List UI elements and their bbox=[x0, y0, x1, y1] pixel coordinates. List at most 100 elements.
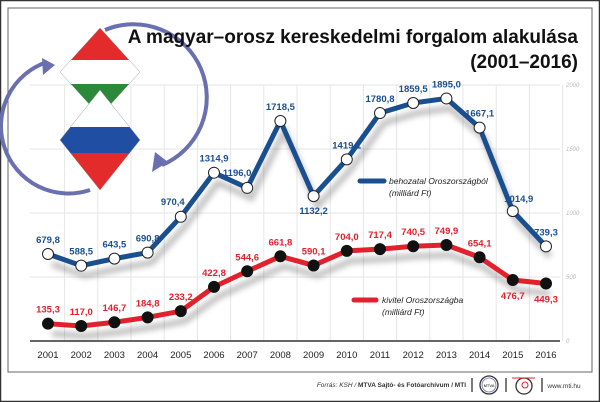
data-label: 588,5 bbox=[69, 247, 93, 258]
mti-logo bbox=[512, 377, 535, 395]
data-point bbox=[540, 277, 552, 290]
data-label: 590,1 bbox=[302, 246, 326, 257]
data-point bbox=[440, 92, 453, 105]
data-label: 679,8 bbox=[36, 235, 60, 246]
x-tick-label: 2013 bbox=[436, 350, 457, 361]
x-tick-label: 2006 bbox=[203, 350, 224, 361]
data-label: 643,5 bbox=[103, 240, 127, 251]
data-point bbox=[473, 121, 486, 134]
data-point bbox=[174, 210, 187, 223]
legend-import-unit: (milliárd Ft) bbox=[389, 188, 432, 198]
y-tick-label: 0 bbox=[566, 339, 570, 345]
source-text: Forrás: KSH / MTVA Sajtó- és Fotóarchívu… bbox=[317, 382, 466, 389]
data-label: 739,3 bbox=[534, 227, 558, 238]
data-label: 749,9 bbox=[435, 226, 459, 237]
grid: 2001 2002 2003 2004 2005 2006 2007 2008 2009 2010… bbox=[30, 83, 580, 361]
x-tick-label: 2005 bbox=[170, 350, 191, 361]
x-tick-label: 2015 bbox=[502, 350, 523, 361]
x-tick-label: 2007 bbox=[237, 350, 258, 361]
data-point bbox=[208, 166, 220, 179]
data-point bbox=[174, 305, 187, 318]
x-tick-label: 2002 bbox=[71, 350, 92, 361]
data-label: 1014,9 bbox=[504, 194, 533, 205]
data-point bbox=[141, 311, 154, 324]
data-point bbox=[108, 316, 121, 329]
data-point bbox=[274, 115, 287, 128]
data-label: 1196,0 bbox=[223, 168, 252, 179]
legend-export-label: kivitel Oroszországba bbox=[382, 295, 464, 305]
x-tick-label: 2008 bbox=[270, 350, 291, 361]
data-point bbox=[241, 181, 254, 194]
legend-export-unit: (milliárd Ft) bbox=[382, 307, 425, 317]
mtva-logo-text: MTVA bbox=[484, 383, 495, 388]
legend-import: behozatal Oroszországból (milliárd Ft) bbox=[357, 176, 489, 198]
source-prefix: Forrás: KSH / bbox=[317, 382, 358, 389]
data-point bbox=[108, 252, 121, 265]
x-tick-label: 2009 bbox=[303, 350, 324, 361]
mtva-logo: MTVA bbox=[479, 375, 499, 395]
data-label: 233,2 bbox=[169, 292, 193, 303]
data-point bbox=[75, 320, 88, 333]
data-point bbox=[473, 251, 486, 264]
data-label: 654,1 bbox=[468, 238, 492, 249]
legend-export: kivitel Oroszországba (milliárd Ft) bbox=[351, 295, 464, 317]
data-label: 184,8 bbox=[136, 298, 160, 309]
data-label: 970,4 bbox=[161, 197, 185, 208]
data-label: 690,8 bbox=[136, 234, 160, 245]
x-tick-label: 2011 bbox=[370, 350, 390, 361]
series-layer: 679,8 588,5 643,5 690,8 970,4 1314,9 1196,0 171… bbox=[36, 79, 558, 340]
x-tick-label: 2003 bbox=[104, 350, 125, 361]
data-point bbox=[340, 153, 353, 166]
data-label: 1314,9 bbox=[199, 154, 228, 165]
series-line-import bbox=[47, 95, 548, 269]
data-point bbox=[42, 317, 54, 330]
data-point bbox=[307, 190, 320, 203]
website: www.mti.hu bbox=[546, 383, 581, 390]
data-point bbox=[540, 240, 552, 253]
data-point bbox=[75, 259, 88, 272]
data-point bbox=[374, 243, 386, 256]
data-label: 717,4 bbox=[368, 230, 392, 241]
data-label: 1667,1 bbox=[465, 109, 495, 120]
data-point bbox=[42, 247, 54, 260]
data-point bbox=[241, 265, 254, 278]
data-label: 544,6 bbox=[235, 252, 259, 263]
data-point bbox=[407, 96, 420, 109]
x-tick-label: 2001 bbox=[37, 350, 58, 361]
data-point bbox=[440, 239, 453, 252]
source-bold: MTVA Sajtó- és Fotóarchívum / MTI bbox=[358, 382, 466, 389]
data-label: 146,7 bbox=[103, 303, 127, 314]
data-label: 740,5 bbox=[401, 227, 425, 238]
data-label: 422,8 bbox=[202, 268, 226, 279]
x-tick-label: 2016 bbox=[535, 350, 556, 361]
data-label: 1718,5 bbox=[266, 102, 296, 113]
data-point bbox=[141, 246, 154, 259]
data-point bbox=[208, 280, 220, 293]
data-point bbox=[274, 250, 287, 263]
data-point bbox=[407, 240, 420, 253]
x-tick-label: 2014 bbox=[469, 350, 490, 361]
chart-subtitle: (2001–2016) bbox=[470, 52, 578, 73]
data-point bbox=[340, 244, 353, 257]
legend-import-label: behozatal Oroszországból bbox=[389, 176, 489, 186]
series-line-export bbox=[47, 242, 547, 329]
y-tick-label: 2000 bbox=[565, 83, 580, 89]
data-point bbox=[374, 107, 386, 120]
x-tick-label: 2004 bbox=[137, 350, 158, 361]
y-tick-label: 1500 bbox=[566, 147, 580, 153]
data-label: 476,7 bbox=[501, 291, 525, 302]
data-label: 704,0 bbox=[335, 232, 359, 243]
data-label: 1132,2 bbox=[299, 206, 328, 217]
data-point bbox=[307, 259, 320, 272]
data-label: 135,3 bbox=[36, 305, 60, 316]
chart-title: A magyar–orosz kereskedelmi forgalom ala… bbox=[128, 27, 579, 48]
data-label: 449,3 bbox=[534, 294, 558, 305]
data-label: 1859,5 bbox=[399, 84, 429, 95]
data-label: 117,0 bbox=[70, 307, 93, 318]
y-tick-label: 1000 bbox=[566, 211, 580, 217]
x-tick-label: 2010 bbox=[336, 350, 357, 361]
data-label: 1780,8 bbox=[365, 94, 394, 105]
data-label: 1419,1 bbox=[332, 140, 362, 151]
data-label: 661,8 bbox=[269, 237, 293, 248]
